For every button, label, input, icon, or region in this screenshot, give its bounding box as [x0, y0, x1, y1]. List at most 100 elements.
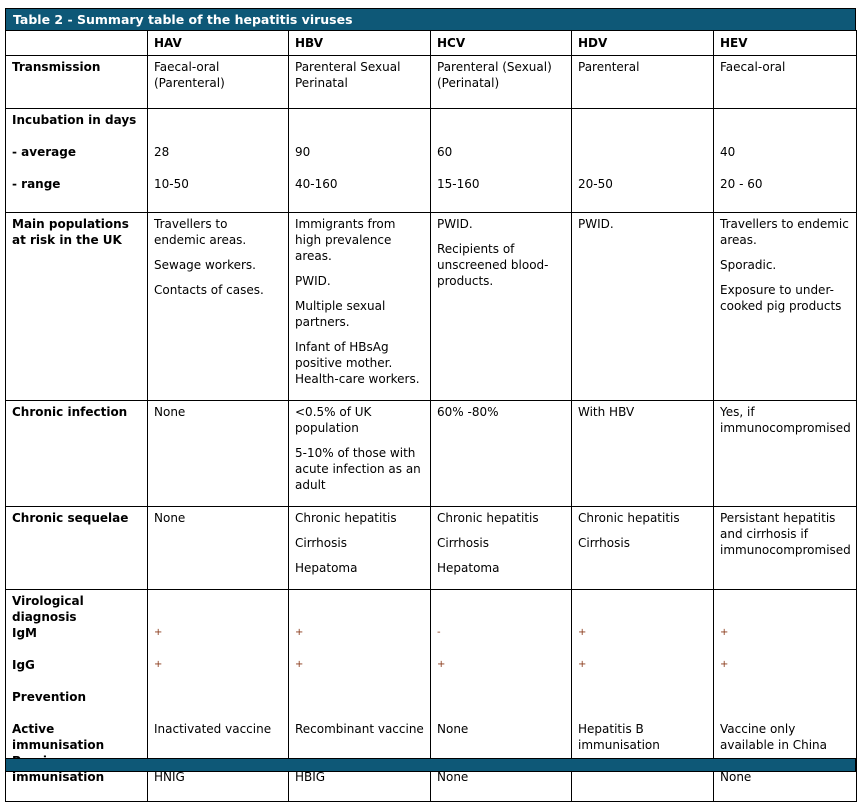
cell: Faecal-oral: [713, 55, 857, 109]
cell: 60% -80%: [430, 400, 572, 507]
spacer: [437, 593, 565, 625]
cell: None: [147, 506, 289, 590]
spacer: [437, 689, 565, 721]
cell-paragraph: Sporadic.: [720, 258, 777, 272]
cell: PWID.: [571, 212, 714, 401]
row-diagnosis-prevention: Virological diagnosis IgM IgG Prevention Act…: [5, 589, 857, 802]
cell-paragraph: Persistant hepatitis and cirrhosis if im…: [720, 511, 851, 557]
igg-value: +: [578, 659, 587, 670]
spacer: [720, 112, 850, 144]
average-label: - average: [12, 145, 76, 159]
hepatitis-summary-table: Table 2 - Summary table of the hepatitis…: [5, 8, 857, 802]
cell-paragraph: 60% -80%: [437, 405, 499, 419]
cell: With HBV: [571, 400, 714, 507]
row-populations: Main populations at risk in the UK Travel…: [5, 212, 857, 401]
cell-paragraph: PWID.: [437, 217, 473, 231]
cell: 60 15-160: [430, 108, 572, 213]
cell-paragraph: Travellers to endemic areas.: [720, 217, 849, 247]
cell-paragraph: Cirrhosis: [437, 536, 489, 550]
cell-paragraph: Immigrants from high prevalence areas.: [295, 217, 396, 263]
row-chronic-sequelae: Chronic sequelae None Chronic hepatitis Cir…: [5, 506, 857, 590]
row-label: Chronic sequelae: [5, 506, 148, 590]
cell: PWID. Recipients of unscreened blood-prod…: [430, 212, 572, 401]
virological-label: Virological diagnosis: [12, 594, 84, 624]
range-value: 10-50: [154, 177, 189, 191]
cell: Immigrants from high prevalence areas. PW…: [288, 212, 431, 401]
cell-paragraph: 5-10% of those with acute infection as a…: [295, 446, 421, 492]
active-immunisation-value: None: [437, 722, 469, 736]
cell: Persistant hepatitis and cirrhosis if im…: [713, 506, 857, 590]
spacer: [578, 112, 707, 144]
cell-paragraph: PWID.: [295, 274, 331, 288]
range-label: - range: [12, 177, 61, 191]
igg-value: +: [295, 659, 304, 670]
table: HAV HBV HCV HDV HEV Transmission Faecal-oral …: [5, 30, 857, 802]
average-value: [578, 144, 707, 176]
cell-paragraph: <0.5% of UK population: [295, 405, 372, 435]
cell: Parenteral (Sexual) (Perinatal): [430, 55, 572, 109]
cell: Parenteral: [571, 55, 714, 109]
column-header: HDV: [571, 30, 714, 56]
cell-paragraph: Contacts of cases.: [154, 283, 264, 297]
spacer: [295, 689, 424, 721]
range-value: 20-50: [578, 177, 613, 191]
range-value: 20 - 60: [720, 177, 763, 191]
spacer: [295, 593, 424, 625]
igg-value: +: [720, 659, 729, 670]
column-header: HCV: [430, 30, 572, 56]
average-value: 40: [720, 145, 736, 159]
row-label: Main populations at risk in the UK: [5, 212, 148, 401]
row-incubation: Incubation in days - average - range 28 10-5…: [5, 108, 857, 213]
cell: Travellers to endemic areas. Sporadic. Exp…: [713, 212, 857, 401]
cell: Chronic hepatitis Cirrhosis Hepatoma: [288, 506, 431, 590]
cell-paragraph: Hepatoma: [295, 561, 358, 575]
spacer: [720, 689, 850, 721]
header-row: HAV HBV HCV HDV HEV: [5, 30, 857, 56]
active-immunisation-value: Vaccine only available in China: [720, 722, 828, 752]
cell-paragraph: None: [154, 511, 186, 525]
cell: Chronic hepatitis Cirrhosis Hepatoma: [430, 506, 572, 590]
cell-paragraph: None: [154, 405, 186, 419]
average-value: 60: [437, 145, 453, 159]
cell: 90 40-160: [288, 108, 431, 213]
cell-paragraph: Sewage workers.: [154, 258, 256, 272]
average-value: 90: [295, 145, 311, 159]
row-transmission: Transmission Faecal-oral (Parenteral) Pare…: [5, 55, 857, 109]
igm-value: +: [720, 627, 729, 638]
igm-value: +: [578, 627, 587, 638]
spacer: [578, 593, 707, 625]
row-label: Transmission: [5, 55, 148, 109]
incubation-label: Incubation in days: [12, 113, 137, 127]
cell-paragraph: Cirrhosis: [295, 536, 347, 550]
cell: 28 10-50: [147, 108, 289, 213]
cell: Chronic hepatitis Cirrhosis: [571, 506, 714, 590]
spacer: [720, 593, 850, 625]
cell-paragraph: Travellers to endemic areas.: [154, 217, 247, 247]
cell-paragraph: With HBV: [578, 405, 635, 419]
active-immunisation-value: Inactivated vaccine: [154, 722, 272, 736]
cell-paragraph: Exposure to under-cooked pig products: [720, 283, 842, 313]
cell: 40 20 - 60: [713, 108, 857, 213]
active-immunisation-label: Active immunisation: [12, 722, 105, 752]
cell-paragraph: Cirrhosis: [578, 536, 630, 550]
next-table-header-bar: [5, 758, 856, 772]
cell-paragraph: Chronic hepatitis: [578, 511, 680, 525]
igg-label: IgG: [12, 658, 35, 672]
range-value: 15-160: [437, 177, 480, 191]
cell-paragraph: Multiple sexual partners.: [295, 299, 386, 329]
spacer: [154, 593, 282, 625]
cell: Faecal-oral (Parenteral): [147, 55, 289, 109]
cell-paragraph: Hepatoma: [437, 561, 500, 575]
cell-paragraph: Yes, if immunocompromised: [720, 405, 851, 435]
active-immunisation-value: Recombinant vaccine: [295, 722, 424, 736]
average-value: 28: [154, 145, 170, 159]
igm-value: +: [154, 627, 163, 638]
cell-paragraph: PWID.: [578, 217, 614, 231]
cell-paragraph: Chronic hepatitis: [437, 511, 539, 525]
cell-paragraph: Chronic hepatitis: [295, 511, 397, 525]
spacer: [437, 112, 565, 144]
cell: 20-50: [571, 108, 714, 213]
row-chronic-infection: Chronic infection None <0.5% of UK populat…: [5, 400, 857, 507]
prevention-label: Prevention: [12, 690, 86, 704]
igm-label: IgM: [12, 626, 37, 640]
